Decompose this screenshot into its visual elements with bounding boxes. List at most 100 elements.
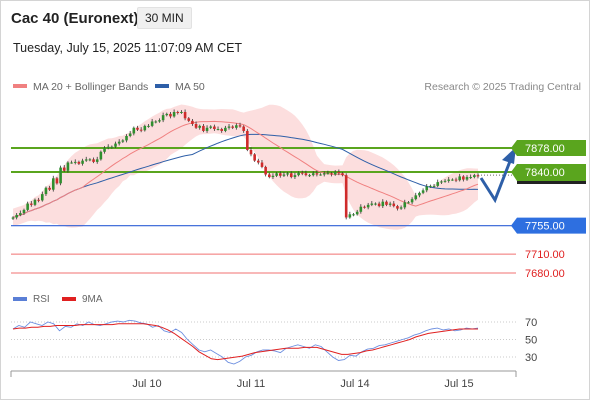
candle — [322, 171, 326, 177]
candle — [282, 172, 286, 178]
ma20-legend-swatch — [13, 84, 27, 88]
candle — [330, 172, 333, 177]
candle-body — [103, 148, 106, 152]
candle-body — [194, 124, 198, 128]
candle — [326, 170, 330, 175]
candle — [136, 125, 139, 131]
candle-body — [209, 126, 213, 128]
ma20-line — [12, 120, 479, 218]
candle-body — [257, 160, 260, 163]
candle — [15, 213, 18, 220]
candle-body — [425, 186, 429, 191]
candle-body — [176, 112, 180, 113]
candle-body — [77, 161, 81, 164]
candle — [377, 201, 381, 208]
ma50-line — [12, 133, 479, 218]
candle-body — [359, 206, 363, 212]
candle-body — [158, 120, 161, 122]
candle-body — [333, 172, 337, 175]
candle — [443, 178, 447, 183]
candle-body — [136, 127, 139, 130]
candle — [209, 125, 213, 130]
rsi-ma-legend-swatch — [62, 297, 76, 301]
candle — [103, 146, 106, 154]
candle-body — [447, 179, 451, 181]
candle-body — [396, 206, 399, 209]
level-labels: 7878.00 7840.00 7755.00 7710.00 7680.00 — [511, 140, 586, 280]
ma20-legend-label: MA 20 + Bollinger Bands — [33, 81, 148, 93]
rsi-level-label: 50 — [525, 335, 537, 347]
candle — [158, 118, 161, 123]
candle — [425, 184, 429, 193]
chart-legend: MA 20 + Bollinger Bands MA 50 Research ©… — [13, 81, 581, 93]
candle-body — [216, 129, 220, 131]
candle-body — [183, 112, 187, 119]
candle-body — [154, 121, 158, 123]
candle — [308, 173, 311, 178]
candle-body — [227, 126, 231, 128]
candle-body — [161, 115, 165, 121]
level-label-text: 7878.00 — [525, 143, 565, 155]
rsi-panel: 70 50 30 — [11, 317, 537, 365]
candle — [436, 179, 440, 188]
candle — [333, 170, 337, 176]
candle-body — [62, 167, 66, 171]
candle — [410, 197, 414, 205]
candle — [264, 165, 267, 177]
candle — [59, 165, 62, 186]
candle-body — [341, 173, 344, 176]
candle-body — [330, 173, 333, 175]
candle — [352, 213, 355, 217]
candle — [48, 185, 51, 191]
candle — [407, 201, 410, 204]
moving-averages — [12, 120, 479, 218]
candle — [37, 197, 40, 203]
candle — [187, 117, 191, 123]
candle-body — [337, 172, 341, 174]
candle — [257, 158, 260, 165]
candle-body — [399, 207, 403, 209]
candle — [392, 201, 396, 208]
candle — [348, 211, 352, 219]
candle — [88, 158, 92, 162]
projection-path — [479, 155, 514, 204]
candle — [451, 178, 454, 181]
candle — [293, 172, 297, 179]
candle-body — [117, 141, 121, 144]
candle-body — [238, 125, 242, 127]
candle — [205, 125, 209, 133]
rsi-ma-legend-label: 9MA — [82, 294, 103, 305]
candle-body — [59, 167, 62, 184]
candle — [220, 127, 224, 133]
candle-body — [19, 213, 22, 215]
candle — [143, 124, 147, 132]
candle — [396, 204, 399, 211]
credit-text: Research © 2025 Trading Central — [424, 81, 581, 93]
candle-body — [454, 179, 458, 181]
candle-body — [377, 203, 381, 207]
candle — [33, 198, 37, 207]
candle — [128, 130, 132, 138]
candle-body — [344, 175, 348, 218]
candle-body — [110, 146, 114, 148]
candle-body — [473, 175, 476, 178]
candle-body — [224, 127, 227, 131]
x-tick-label: Jul 10 — [132, 378, 161, 390]
candle-body — [15, 214, 18, 218]
candle — [341, 172, 344, 177]
candle-body — [125, 136, 128, 141]
candle — [165, 112, 169, 117]
candlesticks — [11, 109, 480, 220]
candle-body — [44, 187, 48, 195]
candle — [289, 171, 293, 179]
candle-body — [37, 199, 40, 201]
candle — [202, 124, 205, 133]
candle — [147, 124, 150, 128]
candle — [344, 173, 348, 220]
candle-body — [436, 182, 440, 186]
candle-body — [213, 126, 216, 130]
candle-body — [403, 202, 407, 208]
timeframe-button[interactable]: 30 MIN — [137, 7, 192, 29]
candle-body — [443, 180, 447, 182]
